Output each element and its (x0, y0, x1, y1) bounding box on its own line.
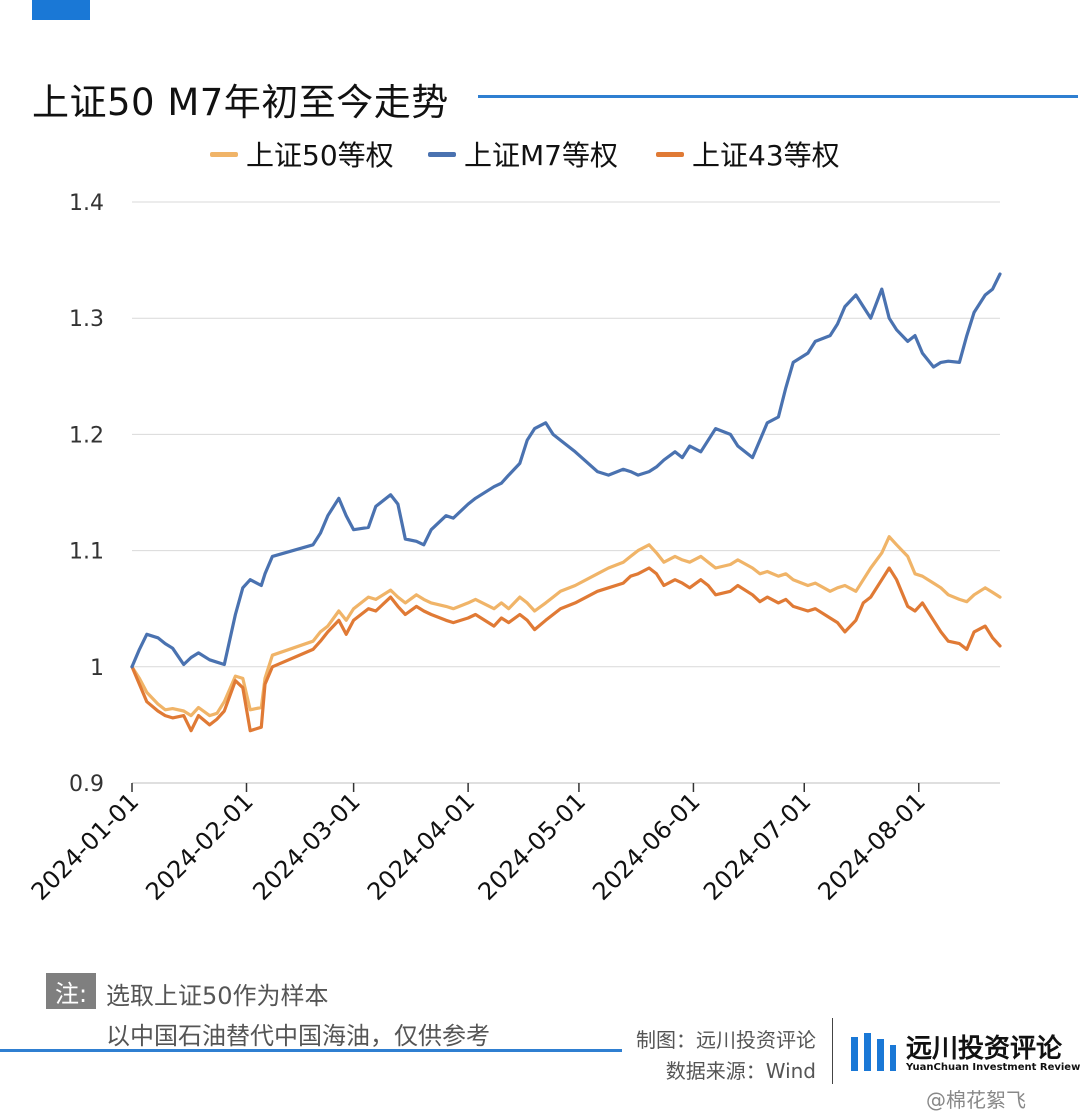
x-tick-label: 2024-04-01 (362, 787, 480, 905)
chart-title: 上证50 M7年初至今走势 (32, 81, 449, 124)
series-2 (130, 566, 1002, 733)
series-0 (130, 535, 1002, 718)
chart-plot: 0.911.11.21.31.42024-01-012024-02-012024… (26, 191, 1002, 906)
legend-swatch-m7 (428, 151, 456, 157)
note-tag: 注: (46, 973, 96, 1009)
x-tick-label: 2024-05-01 (473, 787, 591, 905)
legend-item-m7[interactable]: 上证M7等权 (428, 136, 618, 172)
note-line-2: 以中国石油替代中国海油，仅供参考 (106, 1022, 490, 1050)
legend-label-sse50: 上证50等权 (246, 139, 394, 172)
series-line-0 (130, 535, 1002, 718)
legend: 上证50等权 上证M7等权 上证43等权 (0, 136, 1080, 172)
legend-swatch-sse50 (210, 151, 238, 157)
watermark: @棉花絮飞 (926, 1088, 1026, 1112)
title-underline (478, 95, 1078, 98)
x-tick-label: 2024-02-01 (140, 787, 258, 905)
x-tick-label: 2024-08-01 (813, 787, 931, 905)
bottom-rule (0, 1049, 622, 1052)
y-tick-label: 1.3 (69, 307, 104, 332)
brand-logo-icon (851, 1033, 896, 1071)
legend-swatch-sse43 (656, 151, 684, 157)
x-tick-label: 2024-01-01 (26, 787, 144, 905)
brand-name: 远川投资评论 (906, 1034, 1063, 1064)
credit-source: 数据来源：Wind (665, 1059, 816, 1083)
legend-item-sse50[interactable]: 上证50等权 (210, 136, 394, 172)
y-tick-label: 1 (90, 656, 104, 681)
corner-accent-block (32, 0, 90, 20)
legend-item-sse43[interactable]: 上证43等权 (656, 136, 840, 172)
note-line-1: 选取上证50作为样本 (106, 982, 329, 1010)
series-line-2 (130, 566, 1002, 733)
y-tick-label: 1.1 (69, 540, 104, 565)
x-tick-label: 2024-06-01 (587, 787, 705, 905)
x-tick-label: 2024-03-01 (247, 787, 365, 905)
footer-separator (832, 1018, 833, 1084)
y-tick-label: 0.9 (69, 772, 104, 797)
x-tick-label: 2024-07-01 (698, 787, 816, 905)
credit-made-by: 制图：远川投资评论 (636, 1028, 816, 1052)
series-1 (130, 272, 1002, 669)
y-tick-label: 1.2 (69, 423, 104, 448)
legend-label-sse43: 上证43等权 (692, 139, 840, 172)
brand-name-english: YuanChuan Investment Review (906, 1062, 1080, 1073)
legend-label-m7: 上证M7等权 (464, 139, 618, 172)
y-tick-label: 1.4 (69, 191, 104, 216)
